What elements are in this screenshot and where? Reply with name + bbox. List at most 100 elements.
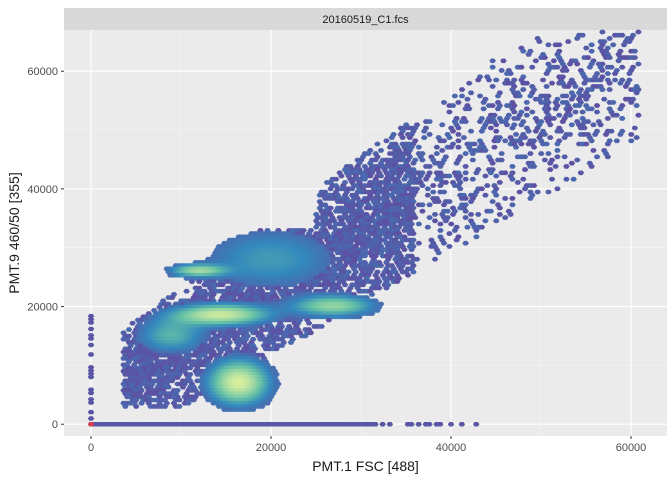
y-axis-title: PMT.9 460/50 [355]	[6, 172, 22, 293]
hex-cell	[448, 144, 455, 150]
hex-cell	[435, 250, 442, 256]
hex-cell	[521, 135, 529, 140]
hex-cell	[419, 183, 426, 188]
hex-cell	[487, 125, 495, 131]
hex-cell	[606, 87, 613, 92]
hex-cell	[412, 215, 419, 220]
hex-cell	[374, 141, 381, 147]
hex-cell	[435, 199, 442, 204]
hex-cell	[489, 64, 496, 70]
hex-cell	[574, 36, 581, 41]
hex-cell	[419, 208, 426, 214]
hex-cell	[394, 279, 401, 284]
hex-cell	[485, 77, 493, 83]
hex-cell	[509, 176, 516, 182]
hex-cell	[415, 144, 423, 150]
hex-cell	[608, 64, 615, 70]
hex-cell	[521, 186, 529, 192]
hex-cell	[449, 103, 457, 108]
hex-cell	[455, 100, 462, 105]
hex-cell	[183, 288, 190, 294]
hex-cell	[489, 199, 496, 204]
hex-cell	[87, 400, 95, 405]
hex-cell	[462, 164, 469, 169]
hex-cell	[87, 416, 95, 421]
hex-cell	[613, 138, 621, 144]
hex-cell	[518, 122, 525, 128]
hex-cell	[538, 151, 545, 156]
x-tick-label: 40000	[436, 442, 467, 454]
hex-cell	[520, 176, 527, 182]
hex-cell	[455, 144, 462, 150]
hex-cell	[502, 138, 509, 144]
hex-cell	[338, 173, 345, 179]
hex-cell	[475, 212, 482, 217]
hex-cell	[365, 151, 372, 156]
hex-cell	[635, 112, 642, 118]
hex-cell	[430, 189, 437, 195]
hex-cell	[572, 84, 579, 89]
hex-cell	[588, 48, 595, 54]
hex-cell	[559, 119, 567, 124]
hex-cell	[487, 170, 495, 176]
hex-cell	[487, 208, 495, 214]
hex-cell	[503, 122, 511, 128]
hex-cell	[386, 422, 394, 427]
hex-cell	[518, 141, 525, 147]
hex-cell	[511, 109, 518, 115]
hex-cell	[496, 212, 504, 217]
hex-cell	[572, 109, 579, 115]
hex-cell	[530, 164, 538, 169]
hex-cell	[440, 189, 448, 195]
hex-cell	[489, 58, 496, 64]
hex-cell	[437, 228, 444, 233]
hex-cell	[574, 157, 581, 163]
hex-cell	[588, 87, 595, 92]
hex-cell	[87, 409, 95, 415]
hex-cell	[458, 422, 466, 427]
hex-cell	[415, 221, 423, 227]
hex-cell	[597, 77, 604, 83]
hex-cell	[514, 180, 522, 185]
hex-cell	[421, 135, 428, 140]
hex-cell	[453, 237, 460, 243]
hex-cell	[579, 109, 586, 115]
hex-cell	[437, 221, 444, 227]
hex-cell	[458, 93, 466, 99]
hex-cell	[404, 272, 412, 278]
hex-cell	[258, 404, 266, 409]
hex-cell	[430, 183, 437, 188]
y-tick-label: 40000	[27, 184, 58, 196]
hex-cell	[421, 128, 428, 134]
hex-cell	[399, 135, 406, 140]
hex-cell	[554, 141, 561, 147]
hex-cell	[368, 292, 376, 297]
hex-cell	[563, 68, 570, 73]
hex-cell	[469, 157, 477, 163]
hex-cell	[467, 212, 475, 217]
hex-cell	[593, 103, 601, 108]
hex-cell	[588, 42, 595, 48]
hex-cell	[426, 164, 433, 169]
hex-cell	[498, 68, 505, 73]
hex-cell	[439, 122, 446, 128]
hex-cell	[447, 422, 455, 427]
hex-cell	[273, 346, 280, 352]
hex-cell	[482, 218, 489, 224]
hex-cell	[462, 170, 469, 176]
hex-cell	[359, 282, 367, 288]
hex-cell	[547, 167, 554, 172]
hex-cell	[619, 116, 626, 121]
hex-cell	[561, 135, 568, 140]
hex-cell	[377, 148, 385, 153]
hex-cell	[581, 125, 588, 131]
hex-cell	[457, 186, 464, 192]
hex-cell	[426, 119, 433, 124]
hex-cell	[593, 109, 601, 115]
hex-cell	[372, 422, 379, 427]
hex-cell	[507, 212, 514, 217]
hex-cell	[478, 224, 486, 230]
hex-cell	[550, 58, 558, 64]
hex-cell	[635, 61, 642, 67]
hex-cell	[383, 285, 390, 291]
